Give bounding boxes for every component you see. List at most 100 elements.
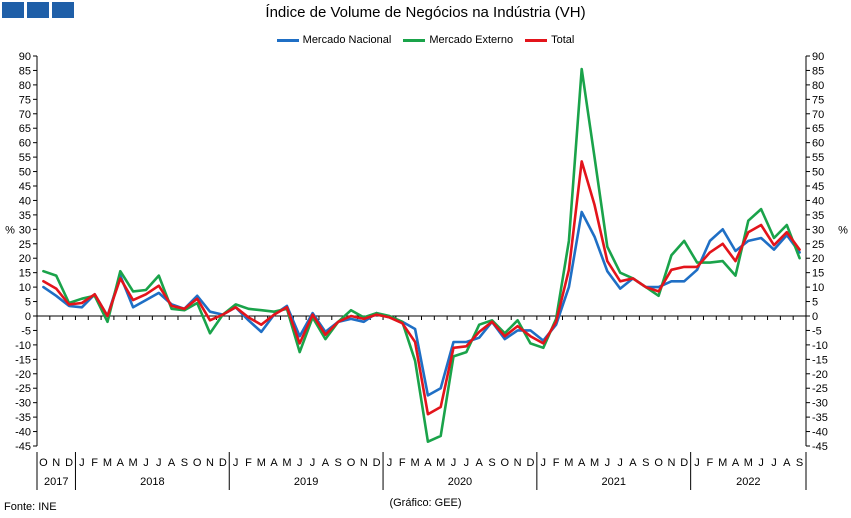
series-line-mercado-nacional bbox=[42, 210, 801, 397]
x-tick-label: D bbox=[526, 457, 534, 469]
y-tick-label-left: 50 bbox=[19, 167, 31, 179]
x-tick-label: J bbox=[233, 457, 239, 469]
x-tick-label: J bbox=[464, 457, 470, 469]
x-tick-label: A bbox=[476, 457, 484, 469]
y-tick-label-left: 80 bbox=[19, 80, 31, 92]
legend-label: Mercado Externo bbox=[429, 34, 514, 46]
x-tick-label: M bbox=[718, 457, 727, 469]
logo-block bbox=[27, 2, 49, 18]
y-tick-label-left: 85 bbox=[19, 65, 31, 77]
y-tick-label-left: -30 bbox=[15, 398, 31, 410]
y-tick-label-right: 50 bbox=[812, 167, 824, 179]
y-tick-label-left: 40 bbox=[19, 195, 31, 207]
y-tick-label-left: 25 bbox=[19, 239, 31, 251]
series-line-mercado-externo bbox=[42, 67, 801, 444]
logo-block bbox=[52, 2, 74, 18]
x-tick-label: J bbox=[771, 457, 777, 469]
x-tick-label: S bbox=[642, 457, 649, 469]
y-tick-label-left: -40 bbox=[15, 427, 31, 439]
x-tick-label: J bbox=[617, 457, 623, 469]
y-tick-label-right: 70 bbox=[812, 109, 824, 121]
y-tick-label-left: 90 bbox=[19, 51, 31, 63]
x-tick-label: M bbox=[282, 457, 291, 469]
y-tick-label-left: 30 bbox=[19, 224, 31, 236]
legend-swatch bbox=[403, 38, 426, 42]
x-tick-label: M bbox=[257, 457, 266, 469]
y-tick-label-left: -10 bbox=[15, 340, 31, 352]
x-tick-label: M bbox=[129, 457, 138, 469]
y-tick-label-right: 80 bbox=[812, 80, 824, 92]
x-tick-label: O bbox=[347, 457, 356, 469]
x-tick-label: A bbox=[117, 457, 125, 469]
x-tick-label: F bbox=[245, 457, 252, 469]
x-tick-label: A bbox=[322, 457, 330, 469]
x-tick-label: M bbox=[103, 457, 112, 469]
y-tick-label-left: -25 bbox=[15, 383, 31, 395]
y-tick-label-left: 5 bbox=[25, 297, 31, 309]
legend-swatch bbox=[525, 38, 548, 42]
x-tick-label: J bbox=[79, 457, 85, 469]
y-tick-label-left: 60 bbox=[19, 138, 31, 150]
x-tick-label: D bbox=[373, 457, 381, 469]
x-tick-label: S bbox=[796, 457, 803, 469]
source-note: Fonte: INE bbox=[4, 501, 57, 513]
y-tick-label-right: -15 bbox=[812, 354, 828, 366]
y-tick-label-right: 0 bbox=[812, 311, 818, 323]
y-tick-label-right: 40 bbox=[812, 195, 824, 207]
x-tick-label: A bbox=[732, 457, 740, 469]
x-tick-label: O bbox=[654, 457, 663, 469]
legend: Mercado Nacional Mercado Externo Total bbox=[0, 34, 851, 46]
y-tick-label-right: -40 bbox=[812, 427, 828, 439]
legend-label: Total bbox=[551, 34, 575, 46]
legend-label: Mercado Nacional bbox=[302, 34, 392, 46]
y-tick-label-left: -15 bbox=[15, 354, 31, 366]
y-tick-label-right: 10 bbox=[812, 282, 824, 294]
x-tick-label: J bbox=[143, 457, 149, 469]
y-tick-label-right: 85 bbox=[812, 65, 824, 77]
logo-block bbox=[2, 2, 24, 18]
y-axis-label-right: % bbox=[838, 224, 848, 236]
year-label: 2018 bbox=[140, 476, 164, 488]
x-tick-label: A bbox=[424, 457, 432, 469]
x-tick-label: S bbox=[488, 457, 495, 469]
x-tick-label: N bbox=[514, 457, 522, 469]
x-tick-label: J bbox=[758, 457, 764, 469]
legend-item-mercado-externo: Mercado Externo bbox=[403, 34, 513, 46]
y-tick-label-right: 75 bbox=[812, 94, 824, 106]
y-tick-label-right: 60 bbox=[812, 138, 824, 150]
y-tick-label-left: -35 bbox=[15, 412, 31, 424]
y-tick-label-right: 20 bbox=[812, 253, 824, 265]
x-tick-label: J bbox=[387, 457, 393, 469]
legend-item-total: Total bbox=[525, 34, 574, 46]
x-tick-label: J bbox=[605, 457, 611, 469]
year-label: 2022 bbox=[736, 476, 760, 488]
x-tick-label: N bbox=[206, 457, 214, 469]
x-tick-label: M bbox=[564, 457, 573, 469]
x-tick-label: M bbox=[411, 457, 420, 469]
x-tick-label: D bbox=[680, 457, 688, 469]
y-tick-label-right: -5 bbox=[812, 325, 822, 337]
y-tick-label-right: 5 bbox=[812, 297, 818, 309]
y-tick-label-left: 45 bbox=[19, 181, 31, 193]
y-tick-label-right: 30 bbox=[812, 224, 824, 236]
chart-title: Índice de Volume de Negócios na Indústri… bbox=[265, 4, 586, 21]
x-tick-label: F bbox=[553, 457, 560, 469]
y-tick-label-right: 55 bbox=[812, 152, 824, 164]
y-tick-label-right: -20 bbox=[812, 369, 828, 381]
y-axis-label-left: % bbox=[5, 224, 15, 236]
x-tick-label: S bbox=[335, 457, 342, 469]
y-tick-label-right: 25 bbox=[812, 239, 824, 251]
x-tick-label: O bbox=[193, 457, 202, 469]
x-tick-label: J bbox=[541, 457, 547, 469]
y-tick-label-right: 15 bbox=[812, 268, 824, 280]
y-tick-label-left: 70 bbox=[19, 109, 31, 121]
x-tick-label: O bbox=[39, 457, 48, 469]
x-tick-label: M bbox=[436, 457, 445, 469]
y-tick-label-left: 75 bbox=[19, 94, 31, 106]
x-tick-label: J bbox=[156, 457, 162, 469]
y-tick-label-right: 35 bbox=[812, 210, 824, 222]
x-tick-label: A bbox=[168, 457, 176, 469]
y-tick-label-left: -45 bbox=[15, 441, 31, 453]
year-label: 2017 bbox=[44, 476, 68, 488]
